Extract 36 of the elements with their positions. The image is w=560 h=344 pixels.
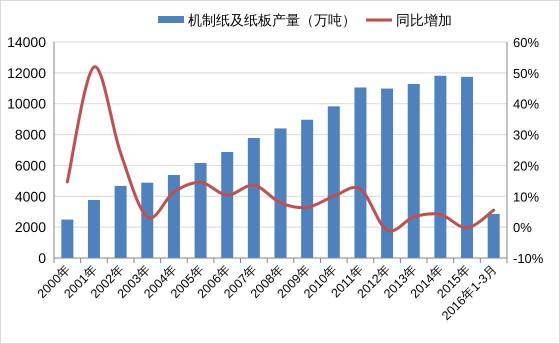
line-series — [66, 65, 496, 233]
bar — [88, 200, 100, 258]
bar — [141, 182, 154, 258]
y-tick-label: 2000 — [14, 219, 46, 236]
y-tick-label: 8000 — [14, 126, 46, 143]
bar — [328, 106, 340, 258]
y2-tick-label: 40% — [513, 96, 540, 112]
bar — [114, 186, 127, 258]
y2-tick-label: -10% — [513, 251, 544, 266]
bar — [168, 174, 180, 258]
y2-tick-label: 20% — [513, 158, 540, 174]
y2-tick-label: 0% — [513, 220, 532, 236]
bar — [434, 76, 446, 258]
y-tick-label: 4000 — [14, 188, 46, 204]
legend-label: 机制纸及纸板产量（万吨） — [188, 12, 356, 28]
y-tick-label: 14000 — [7, 34, 46, 50]
bar — [354, 88, 366, 258]
y2-tick-label: 60% — [513, 35, 540, 50]
legend-label: 同比增加 — [396, 12, 452, 28]
y-tick-label: 12000 — [7, 64, 46, 81]
bar — [408, 84, 420, 258]
bar — [301, 120, 314, 258]
y-tick-label: 10000 — [7, 96, 46, 112]
bar — [221, 152, 234, 258]
bar — [61, 220, 74, 258]
y2-tick-label: 30% — [513, 128, 540, 143]
bar — [488, 214, 500, 258]
y-tick-label: 0 — [38, 250, 46, 266]
bar — [248, 138, 260, 258]
bar — [194, 162, 207, 258]
y2-tick-label: 50% — [513, 66, 540, 81]
y2-tick-label: 10% — [513, 189, 540, 204]
bar — [274, 128, 286, 258]
y-tick-label: 6000 — [14, 157, 46, 174]
bar — [461, 76, 474, 258]
bar — [381, 88, 394, 258]
